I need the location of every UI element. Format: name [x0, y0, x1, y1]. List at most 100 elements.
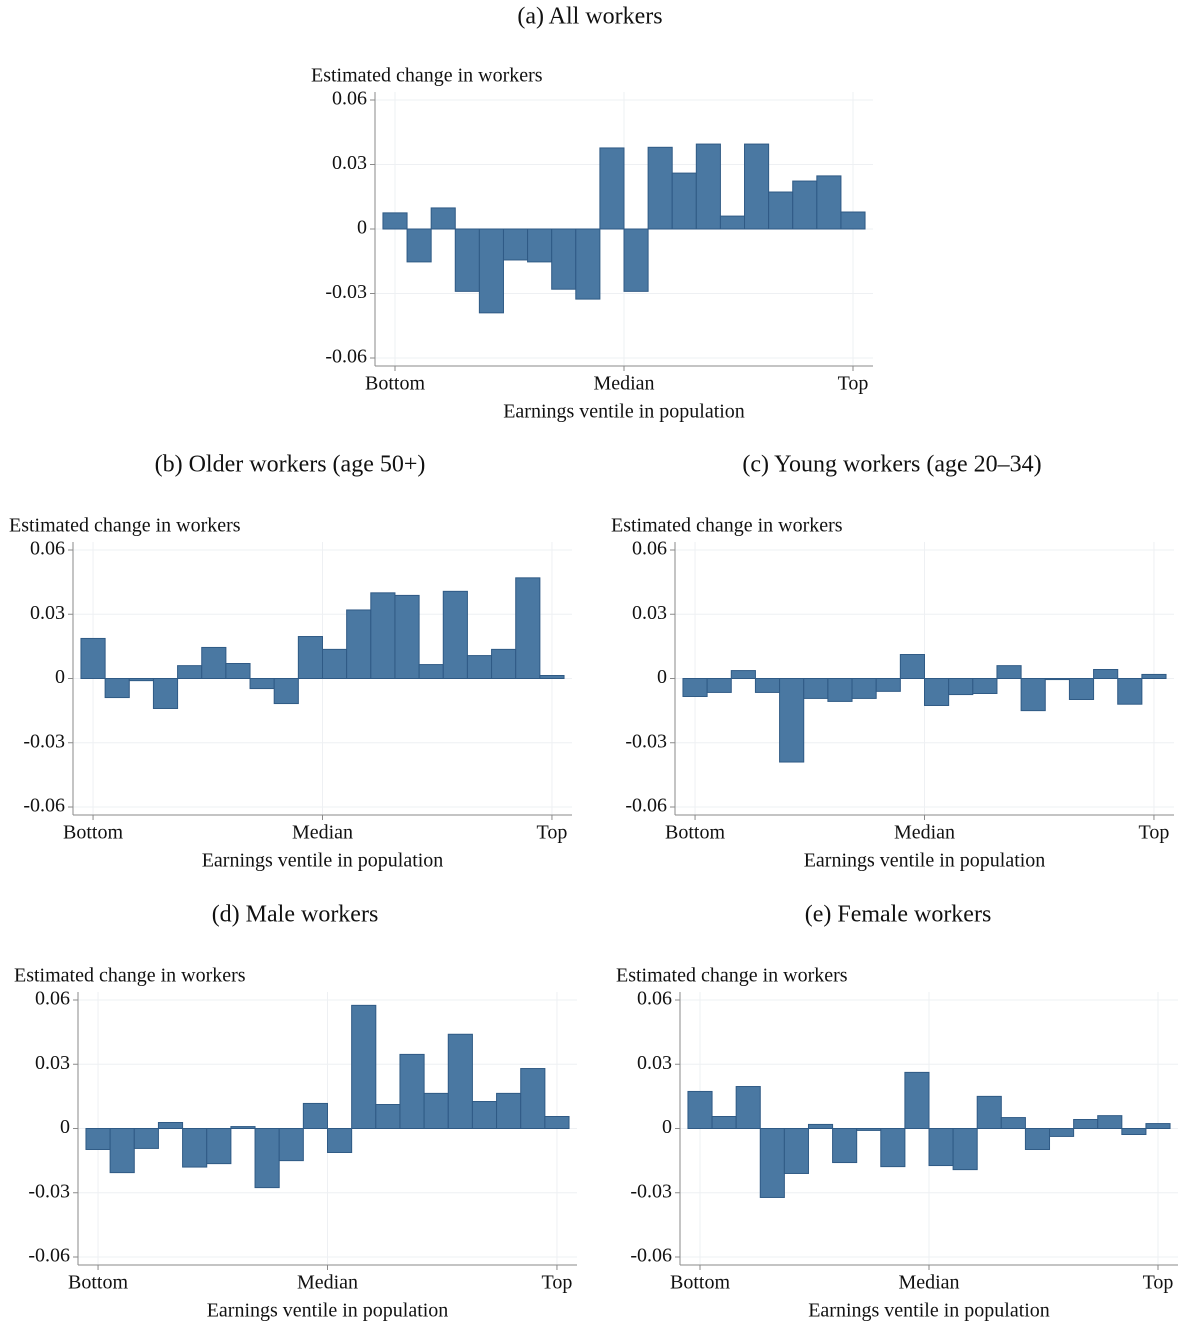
bar	[206, 1128, 232, 1165]
bar	[996, 665, 1022, 680]
bar	[1020, 678, 1046, 712]
bar	[875, 678, 901, 692]
y-tick-label: -0.06	[625, 795, 667, 817]
y-tick-label: -0.03	[630, 1180, 672, 1202]
bar	[375, 1104, 401, 1129]
y-axis-title: Estimated change in workers	[311, 65, 543, 87]
y-tick-label: 0	[662, 1116, 672, 1138]
bar	[1145, 1123, 1171, 1130]
bar	[730, 670, 756, 679]
bar	[1121, 1128, 1147, 1135]
panel-title: (d) Male workers	[212, 902, 379, 928]
x-tick-label: Median	[593, 373, 654, 395]
bar	[695, 143, 721, 230]
bar	[1000, 1117, 1026, 1130]
y-tick-label: -0.06	[28, 1245, 70, 1267]
bar	[711, 1116, 737, 1130]
bar	[1141, 673, 1167, 680]
bar	[759, 1128, 785, 1198]
y-tick-label: -0.03	[23, 730, 65, 752]
x-tick-label: Top	[542, 1272, 573, 1294]
bar	[370, 592, 396, 679]
bar	[85, 1128, 111, 1150]
bar	[157, 1122, 184, 1129]
bar	[687, 1090, 713, 1130]
x-tick-label: Bottom	[63, 822, 123, 844]
x-tick-label: Median	[898, 1272, 959, 1294]
y-axis-title: Estimated change in workers	[611, 515, 843, 537]
bar	[254, 1128, 280, 1189]
bar	[840, 211, 866, 230]
bar	[827, 678, 853, 702]
bar	[399, 1053, 425, 1129]
bar	[423, 1092, 449, 1130]
bar	[230, 1126, 256, 1130]
bar	[128, 678, 154, 682]
x-axis-title: Earnings ventile in population	[503, 401, 745, 423]
bar	[327, 1128, 353, 1153]
bar	[976, 1095, 1002, 1129]
bar	[382, 212, 408, 230]
y-tick-label: -0.06	[325, 346, 367, 368]
x-axis-title: Earnings ventile in population	[207, 1300, 449, 1322]
panel-title: (c) Young workers (age 20–34)	[742, 452, 1041, 478]
bar	[520, 1068, 546, 1129]
bar	[952, 1128, 978, 1171]
bar	[856, 1128, 882, 1131]
bar	[1117, 678, 1143, 705]
y-tick-label: 0.03	[35, 1052, 70, 1074]
bar	[1097, 1115, 1123, 1130]
bar	[152, 678, 179, 709]
bar	[273, 678, 299, 705]
bar	[539, 675, 565, 679]
y-tick-label: 0.06	[30, 538, 65, 560]
bar	[502, 228, 529, 261]
y-tick-label: -0.06	[23, 795, 65, 817]
y-tick-label: -0.06	[630, 1245, 672, 1267]
bar	[803, 678, 829, 699]
bar	[647, 146, 673, 230]
bar	[744, 143, 770, 230]
bar	[880, 1128, 906, 1168]
bar	[899, 654, 925, 679]
bar	[80, 637, 106, 679]
bar	[904, 1071, 930, 1129]
bar	[278, 1128, 304, 1162]
x-axis-title: Earnings ventile in population	[804, 850, 1046, 872]
bar	[394, 594, 420, 679]
x-tick-label: Top	[537, 822, 568, 844]
bar	[551, 228, 577, 290]
x-tick-label: Bottom	[670, 1272, 730, 1294]
y-tick-label: 0	[55, 666, 65, 688]
y-axis-title: Estimated change in workers	[9, 515, 241, 537]
x-axis-title: Earnings ventile in population	[202, 850, 444, 872]
bar	[671, 172, 697, 230]
bar	[182, 1128, 208, 1168]
y-tick-label: -0.03	[325, 281, 367, 303]
bar	[302, 1102, 328, 1130]
bar	[406, 228, 432, 263]
x-tick-label: Median	[292, 822, 353, 844]
y-tick-label: 0.03	[632, 602, 667, 624]
bar	[948, 678, 974, 696]
bar	[471, 1101, 498, 1130]
bar	[623, 228, 649, 292]
bar	[322, 648, 348, 680]
panel-title: (e) Female workers	[805, 902, 992, 928]
bar	[928, 1128, 954, 1167]
bar	[515, 577, 541, 680]
y-tick-label: 0.03	[637, 1052, 672, 1074]
bar	[527, 228, 553, 263]
bar	[1049, 1128, 1075, 1137]
panel-title: (b) Older workers (age 50+)	[155, 452, 426, 478]
x-axis-title: Earnings ventile in population	[808, 1300, 1050, 1322]
y-tick-label: 0	[657, 666, 667, 688]
bar	[972, 678, 998, 694]
bar	[430, 207, 456, 230]
y-tick-label: 0.03	[332, 152, 367, 174]
y-tick-label: 0.06	[632, 538, 667, 560]
bar	[104, 678, 130, 699]
bar	[768, 191, 794, 230]
bar	[133, 1128, 159, 1149]
